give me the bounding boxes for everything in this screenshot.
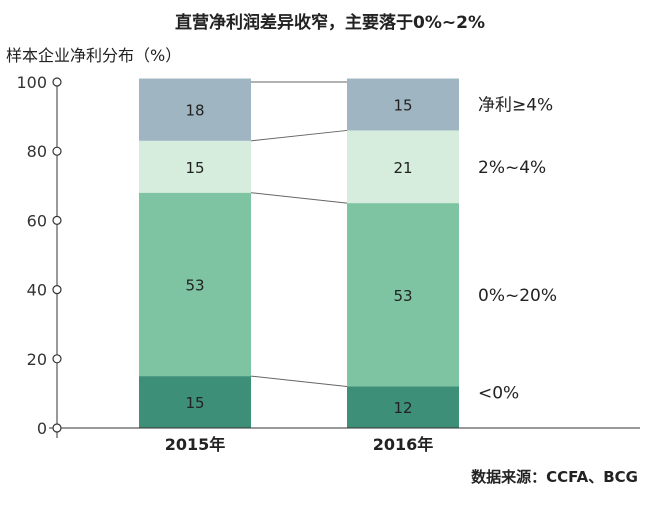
y-tick-label: 0 bbox=[37, 419, 47, 438]
data-label: 53 bbox=[393, 287, 412, 305]
chart-title: 直营净利润差异收窄，主要落于0%~2% bbox=[175, 13, 485, 33]
y-tick-label: 80 bbox=[27, 142, 47, 161]
legend: <0% 0%~20% 2%~4% 净利≥4% bbox=[478, 95, 557, 403]
data-label: 15 bbox=[393, 96, 412, 114]
data-labels: 15 53 15 18 12 53 21 15 bbox=[185, 96, 412, 417]
legend-label: 净利≥4% bbox=[478, 95, 553, 115]
data-label: 15 bbox=[185, 394, 204, 412]
y-tick-marker bbox=[52, 146, 62, 156]
legend-label: 2%~4% bbox=[478, 158, 546, 178]
connector-line bbox=[250, 375, 348, 387]
bar-segment bbox=[347, 78, 459, 131]
data-label: 18 bbox=[185, 102, 204, 120]
y-axis-label: 样本企业净利分布（%） bbox=[6, 46, 182, 65]
y-tick-label: 20 bbox=[27, 350, 47, 369]
y-tick-marker bbox=[52, 423, 62, 433]
y-axis: 0 20 40 60 80 100 bbox=[16, 73, 640, 438]
x-tick-label: 2016年 bbox=[373, 435, 434, 454]
source-note: 数据来源：CCFA、BCG bbox=[471, 468, 638, 486]
segment-connectors bbox=[250, 81, 348, 387]
connector-line bbox=[250, 129, 348, 142]
y-tick-label: 100 bbox=[16, 73, 47, 92]
bar-segment bbox=[347, 130, 459, 204]
y-tick-marker bbox=[52, 354, 62, 364]
data-label: 12 bbox=[393, 399, 412, 417]
x-axis-labels: 2015年 2016年 bbox=[165, 435, 434, 454]
legend-label: 0%~20% bbox=[478, 286, 557, 306]
y-tick-label: 60 bbox=[27, 211, 47, 230]
bar-segment bbox=[347, 386, 459, 428]
x-tick-label: 2015年 bbox=[165, 435, 226, 454]
bar-segment bbox=[347, 203, 459, 387]
data-label: 53 bbox=[185, 276, 204, 294]
data-label: 15 bbox=[185, 159, 204, 177]
y-tick-marker bbox=[52, 285, 62, 295]
bar-segment bbox=[139, 192, 251, 377]
data-label: 21 bbox=[393, 159, 412, 177]
bar-segment bbox=[139, 140, 251, 193]
y-tick-marker bbox=[52, 77, 62, 87]
legend-label: <0% bbox=[478, 383, 519, 403]
bars bbox=[139, 78, 459, 428]
connector-line bbox=[250, 192, 348, 204]
y-tick-marker bbox=[52, 215, 62, 225]
bar-segment bbox=[139, 376, 251, 428]
bar-segment bbox=[139, 78, 251, 141]
y-tick-label: 40 bbox=[27, 281, 47, 300]
